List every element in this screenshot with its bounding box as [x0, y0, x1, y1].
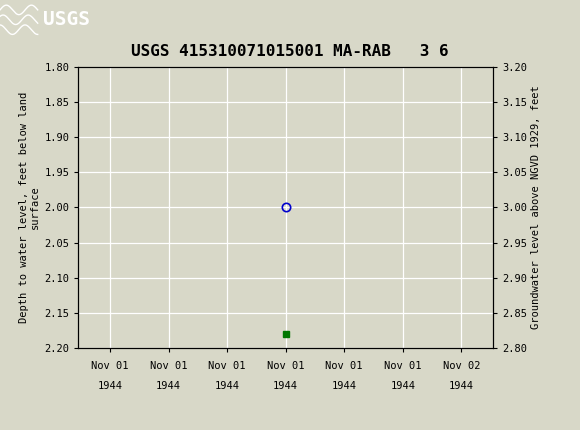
Text: Nov 01: Nov 01 [384, 361, 422, 371]
Text: USGS 415310071015001 MA-RAB   3 6: USGS 415310071015001 MA-RAB 3 6 [131, 44, 449, 59]
Text: Nov 01: Nov 01 [267, 361, 304, 371]
Text: 1944: 1944 [332, 381, 357, 391]
Text: 1944: 1944 [273, 381, 298, 391]
Text: Nov 01: Nov 01 [208, 361, 246, 371]
Y-axis label: Groundwater level above NGVD 1929, feet: Groundwater level above NGVD 1929, feet [531, 86, 541, 329]
Text: Nov 02: Nov 02 [443, 361, 480, 371]
Text: 1944: 1944 [390, 381, 415, 391]
Text: Nov 01: Nov 01 [150, 361, 187, 371]
Text: USGS: USGS [44, 10, 90, 29]
Text: 1944: 1944 [97, 381, 122, 391]
Text: Nov 01: Nov 01 [91, 361, 129, 371]
Text: Nov 01: Nov 01 [325, 361, 363, 371]
Y-axis label: Depth to water level, feet below land
surface: Depth to water level, feet below land su… [19, 92, 40, 323]
Text: 1944: 1944 [215, 381, 240, 391]
Text: 1944: 1944 [449, 381, 474, 391]
Text: 1944: 1944 [156, 381, 181, 391]
